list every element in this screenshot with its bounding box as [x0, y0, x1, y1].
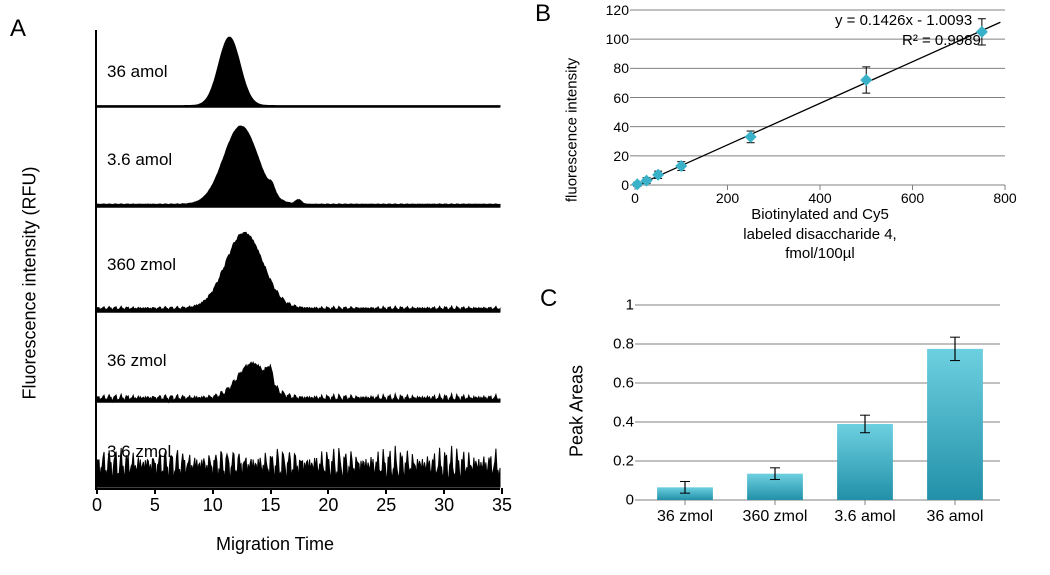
- panel-a-trace: 3.6 zmol: [97, 410, 500, 490]
- panel-c: Peak Areas 00.20.40.60.8136 zmol360 zmol…: [555, 285, 1035, 565]
- panel-a-label: A: [10, 15, 26, 43]
- panel-a-xlabel: Migration Time: [216, 534, 334, 555]
- panel-a-xtick: [501, 488, 503, 494]
- panel-a-trace: 3.6 amol: [97, 110, 500, 210]
- panel-c-category-label: 36 amol: [927, 508, 984, 526]
- panel-b-ytick-label: 0: [621, 177, 629, 193]
- panel-a-trace: 36 amol: [97, 30, 500, 110]
- panel-a-xtick-label: 15: [261, 495, 281, 516]
- panel-b-ylabel: fluorescence intensity: [564, 58, 581, 202]
- panel-b-ytick-label: 60: [613, 90, 629, 106]
- panel-a-xtick-label: 35: [492, 495, 512, 516]
- panel-c-ytick-label: 1: [626, 297, 634, 314]
- panel-b-xlabel-line2: fmol/100µl: [785, 245, 855, 262]
- panel-b-ytick-label: 100: [606, 31, 629, 47]
- panel-c-ytick-label: 0: [626, 492, 634, 509]
- figure: A B C Fluorescence intensity (RFU) 05101…: [0, 0, 1050, 575]
- panel-b-xtick-label: 800: [993, 190, 1016, 206]
- panel-c-category-label: 3.6 amol: [834, 508, 895, 526]
- panel-a-trace: 360 zmol: [97, 215, 500, 315]
- panel-a-xtick-label: 10: [203, 495, 223, 516]
- panel-b-xtick-label: 0: [631, 190, 639, 206]
- panel-c-category-label: 36 zmol: [657, 508, 713, 526]
- panel-c-ylabel: Peak Areas: [567, 365, 588, 457]
- panel-c-ytick-label: 0.2: [613, 453, 634, 470]
- panel-a-trace: 36 zmol: [97, 315, 500, 405]
- panel-a-xtick-label: 30: [434, 495, 454, 516]
- panel-b-xlabel: Biotinylated and Cy5 labeled disaccharid…: [678, 205, 913, 264]
- panel-b-equation: y = 0.1426x - 1.0093: [835, 12, 972, 29]
- panel-c-ytick-label: 0.6: [613, 375, 634, 392]
- panel-b-ytick-label: 40: [613, 119, 629, 135]
- panel-a-xtick-label: 5: [150, 495, 160, 516]
- panel-a-xtick-label: 25: [376, 495, 396, 516]
- panel-c-ytick-label: 0.8: [613, 336, 634, 353]
- panel-a-trace-label: 360 zmol: [107, 255, 176, 275]
- panel-b-ytick-label: 80: [613, 60, 629, 76]
- panel-a-trace-label: 36 zmol: [107, 351, 167, 371]
- panel-b-ytick-label: 120: [606, 2, 629, 18]
- panel-c-ytick-label: 0.4: [613, 414, 634, 431]
- panel-b-xtick-label: 600: [901, 190, 924, 206]
- panel-b: fluorescence intensity 0 20 40 60 80 100 120 0 2…: [560, 0, 1030, 260]
- panel-b-xtick-label: 400: [808, 190, 831, 206]
- panel-a-plot: 0510152025303536 amol3.6 amol360 zmol36 …: [95, 30, 500, 490]
- panel-a-trace-label: 3.6 zmol: [107, 442, 171, 462]
- panel-b-xlabel-line1: Biotinylated and Cy5 labeled disaccharid…: [743, 206, 896, 243]
- panel-b-label: B: [535, 0, 551, 28]
- panel-b-r2: R² = 0.9989: [902, 32, 981, 49]
- panel-c-category-label: 360 zmol: [743, 508, 808, 526]
- panel-a: Fluorescence intensity (RFU) 05101520253…: [35, 25, 515, 540]
- panel-a-xtick-label: 0: [92, 495, 102, 516]
- panel-c-plot: 00.20.40.60.8136 zmol360 zmol3.6 amol36 …: [640, 305, 1000, 500]
- panel-b-xtick-label: 200: [716, 190, 739, 206]
- panel-a-xtick-label: 20: [318, 495, 338, 516]
- panel-a-trace-label: 3.6 amol: [107, 150, 172, 170]
- panel-b-ytick-label: 20: [613, 148, 629, 164]
- panel-a-ylabel: Fluorescence intensity (RFU): [20, 166, 41, 399]
- panel-a-trace-label: 36 amol: [107, 62, 167, 82]
